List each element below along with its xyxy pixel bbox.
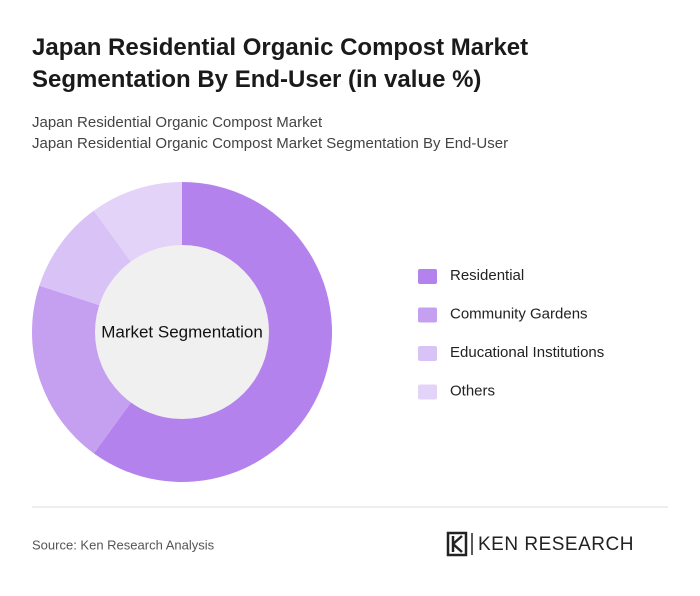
- legend: Residential Community Gardens Educational …: [418, 267, 604, 400]
- legend-label: Others: [450, 382, 495, 399]
- brand: KEN RESEARCH: [478, 534, 634, 555]
- legend-swatch: [418, 307, 437, 323]
- legend-label: Educational Institutions: [450, 344, 604, 361]
- source: Source: Ken Research Analysis: [32, 537, 215, 552]
- legend-label: Community Gardens: [450, 305, 588, 322]
- logo-icon: [451, 535, 463, 553]
- logo-icon: [446, 531, 468, 557]
- legend-swatch: [418, 346, 437, 361]
- legend-label: Residential: [450, 267, 524, 284]
- legend-swatch: [418, 269, 437, 284]
- legend-swatch: [418, 384, 437, 400]
- subtitle: Japan Residential Organic Compost Market…: [32, 135, 508, 152]
- chart-title: Japan Residential Organic Compost Market…: [32, 34, 528, 93]
- logo: KEN RESEARCH: [446, 531, 634, 557]
- center-label: Market Segmentation: [101, 322, 263, 341]
- subtitle: Japan Residential Organic Compost Market: [32, 114, 323, 131]
- donut-hole: [95, 245, 269, 419]
